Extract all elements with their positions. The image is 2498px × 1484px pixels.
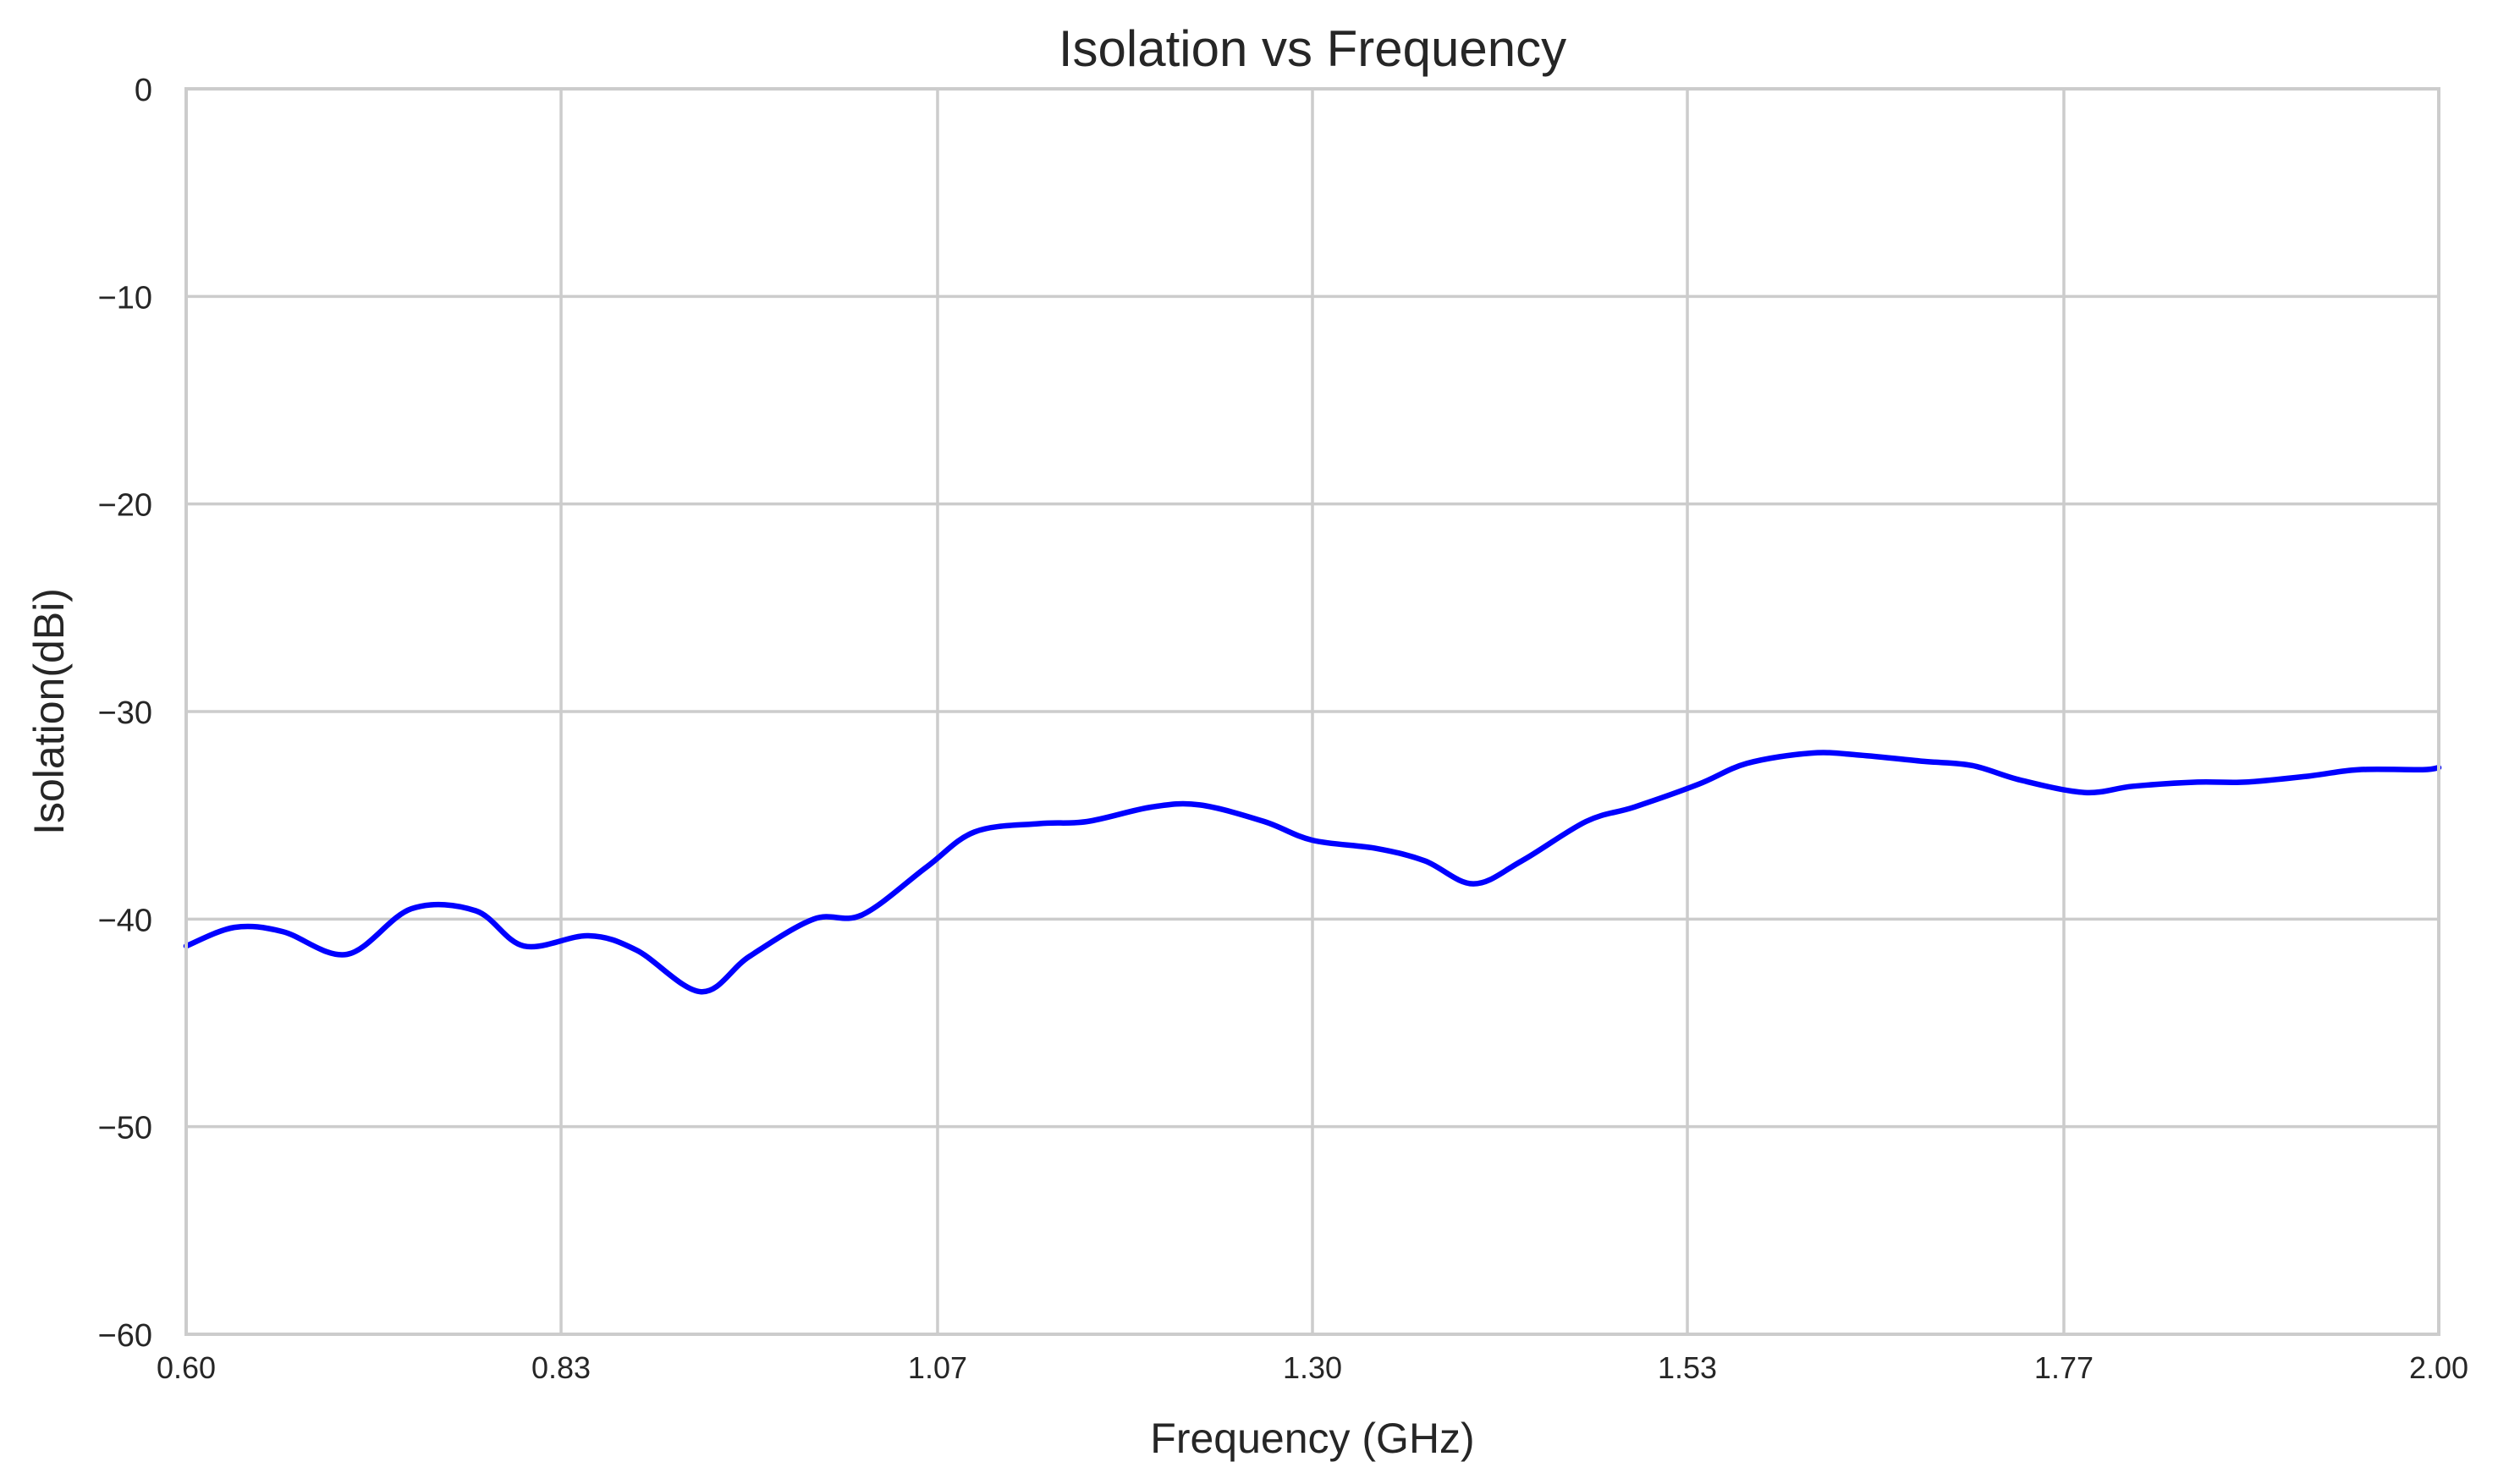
y-tick-label: −20 [98, 488, 152, 524]
tick-labels: 0.60 0.83 1.07 1.30 1.53 1.77 2.00 0 −10 −20 −30 −4… [98, 73, 2469, 1385]
plot-frame [184, 87, 2440, 1336]
y-tick-label: −10 [98, 280, 152, 316]
x-tick-label: 0.83 [531, 1350, 591, 1385]
x-tick-label: 1.30 [1283, 1350, 1342, 1385]
x-tick-label: 1.07 [908, 1350, 967, 1385]
y-tick-label: 0 [135, 73, 152, 108]
x-tick-label: 0.60 [157, 1350, 216, 1385]
x-tick-label: 1.77 [2034, 1350, 2094, 1385]
x-tick-label: 2.00 [2409, 1350, 2468, 1385]
chart-title: Isolation vs Frequency [1059, 20, 1566, 77]
x-tick-label: 1.53 [1658, 1350, 1717, 1385]
y-tick-label: −60 [98, 1318, 152, 1354]
y-tick-label: −30 [98, 695, 152, 731]
y-tick-label: −40 [98, 903, 152, 938]
y-tick-label: −50 [98, 1111, 152, 1146]
series-line-group [183, 750, 2442, 995]
series-line [183, 750, 2442, 995]
y-axis-label: Isolation(dBi) [25, 588, 73, 835]
x-axis-label: Frequency (GHz) [1150, 1415, 1474, 1462]
